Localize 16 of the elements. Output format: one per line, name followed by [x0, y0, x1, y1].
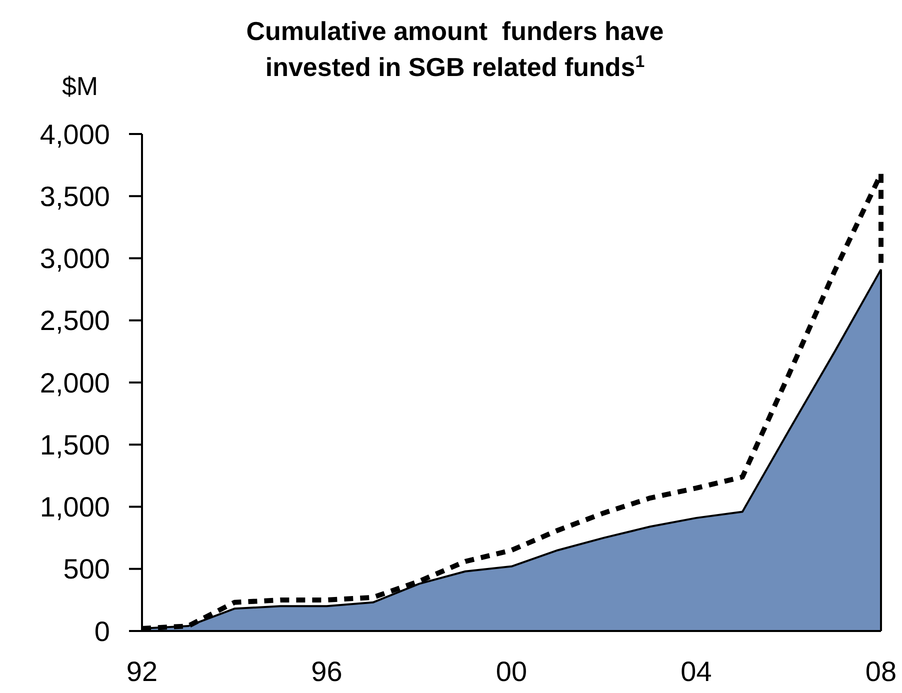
- y-tick-label: 1,500: [40, 429, 110, 460]
- chart-title: Cumulative amount funders have invested in SGB related funds$^{1}$: [246, 16, 664, 82]
- x-tick-label: 08: [865, 656, 897, 687]
- y-tick-label: 1,000: [40, 492, 110, 523]
- y-tick-label: 0: [94, 616, 110, 647]
- y-tick-label: 500: [63, 554, 110, 585]
- x-tick-label: 92: [126, 656, 158, 687]
- y-tick-label: 3,500: [40, 180, 110, 212]
- y-tick-label: 2,500: [40, 305, 110, 336]
- x-tick-label: 96: [311, 656, 342, 687]
- x-tick-label: 04: [680, 656, 712, 687]
- y-tick-label: 4,000: [40, 118, 110, 150]
- y-tick-label: 2,000: [40, 367, 110, 398]
- y-axis-title: $M: [62, 71, 98, 101]
- y-tick-label: 3,000: [40, 243, 110, 274]
- x-tick-label: 00: [496, 656, 528, 687]
